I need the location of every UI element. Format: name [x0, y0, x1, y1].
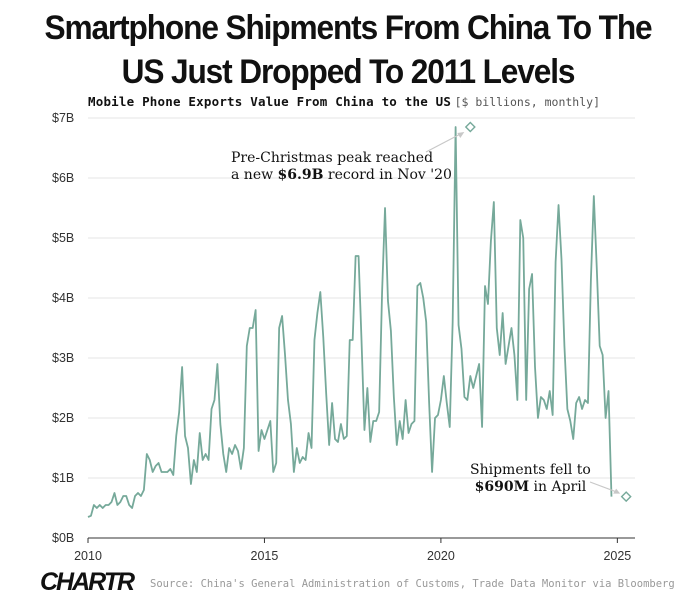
y-tick-label: $6B	[52, 171, 74, 185]
series-line	[87, 126, 613, 518]
subtitle-text: Mobile Phone Exports Value From China to…	[88, 94, 452, 109]
peak-annotation-line1: Pre-Christmas peak reached	[231, 150, 434, 166]
y-tick-label: $3B	[52, 351, 74, 365]
y-tick-label: $1B	[52, 471, 74, 485]
y-tick-label: $0B	[52, 531, 74, 545]
latest-marker	[620, 491, 632, 503]
source-note: Source: China's General Administration o…	[150, 578, 675, 590]
x-tick-label: 2025	[603, 549, 631, 563]
chartr-logo: CHARTR	[40, 568, 135, 596]
chart-title: Smartphone Shipments From China To The U…	[44, 9, 652, 91]
latest-arrowhead	[613, 488, 621, 494]
peak-annotation: Pre-Christmas peak reached a new $6.9B r…	[231, 150, 452, 184]
peak-arrow	[425, 132, 463, 153]
subtitle-unit: [$ billions, monthly]	[454, 95, 600, 109]
latest-annotation-line2: $690M in April	[474, 479, 587, 495]
latest-annotation: Shipments fell to $690M in April	[470, 462, 591, 496]
peak-annotation-line2: a new $6.9B record in Nov '20	[231, 167, 452, 183]
y-tick-label: $7B	[52, 111, 74, 125]
x-tick-label: 2010	[74, 549, 102, 563]
latest-arrow	[589, 481, 619, 494]
peak-marker	[464, 121, 476, 133]
y-tick-label: $5B	[52, 231, 74, 245]
x-tick-label: 2020	[427, 549, 455, 563]
chart-subtitle: Mobile Phone Exports Value From China to…	[88, 94, 600, 109]
y-tick-label: $2B	[52, 411, 74, 425]
y-tick-label: $4B	[52, 291, 74, 305]
x-tick-label: 2015	[251, 549, 279, 563]
peak-arrowhead	[457, 132, 465, 138]
latest-annotation-line1: Shipments fell to	[470, 462, 591, 478]
